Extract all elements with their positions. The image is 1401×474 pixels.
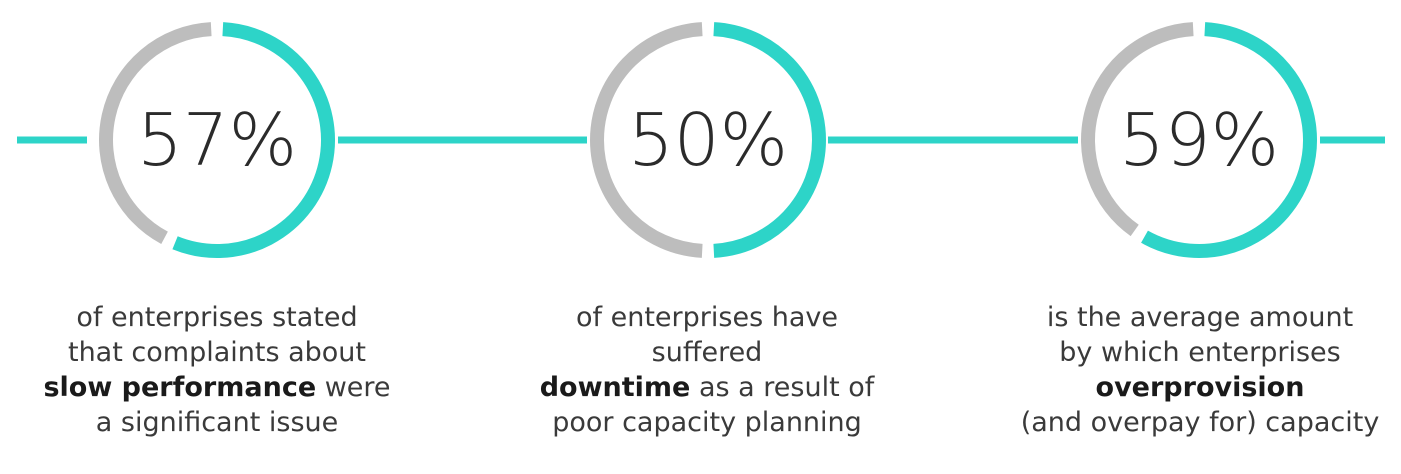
caption-1-bold: slow performance [43,372,317,403]
caption-2: of enterprises have suffered downtime as… [517,300,897,440]
donut-3: 59% [1081,22,1317,258]
donut-3-track [1081,22,1194,237]
donut-1-value-arc [172,22,335,258]
caption-3: is the average amount by which enterpris… [1010,300,1390,440]
caption-2-after-bold: as a result of [690,372,875,403]
donut-2-label: 50% [628,98,788,182]
caption-3-bold: overprovision [1095,372,1305,403]
caption-2-line-3: poor capacity planning [552,407,862,438]
caption-2-line-2: downtime as a result of [517,370,897,405]
caption-1-line-4: a significant issue [95,407,339,438]
donut-2-value-arc [713,22,826,258]
caption-3-line-4: (and overpay for) capacity [1020,407,1380,438]
donut-1-track [99,22,212,244]
caption-1-after-bold: were [316,372,391,403]
caption-1-line-1: of enterprises stated [76,302,358,333]
caption-1-line-3: slow performance were [27,370,407,405]
caption-3-line-1: is the average amount [1046,302,1354,333]
caption-3-line-3: overprovision [1010,370,1390,405]
donut-3-label: 59% [1119,98,1279,182]
donut-1-label: 57% [137,98,297,182]
donut-1: 57% [99,22,335,258]
caption-1-line-2: that complaints about [67,337,366,368]
donut-2: 50% [590,22,826,258]
donut-chart-row: 57% 50% 59% [17,22,1385,258]
caption-2-line-1: of enterprises have suffered [576,302,838,368]
caption-3-line-2: by which enterprises [1059,337,1341,368]
donut-3-value-arc [1141,22,1317,258]
donut-2-track [590,22,703,258]
caption-2-bold: downtime [539,372,691,403]
caption-1: of enterprises stated that complaints ab… [27,300,407,440]
